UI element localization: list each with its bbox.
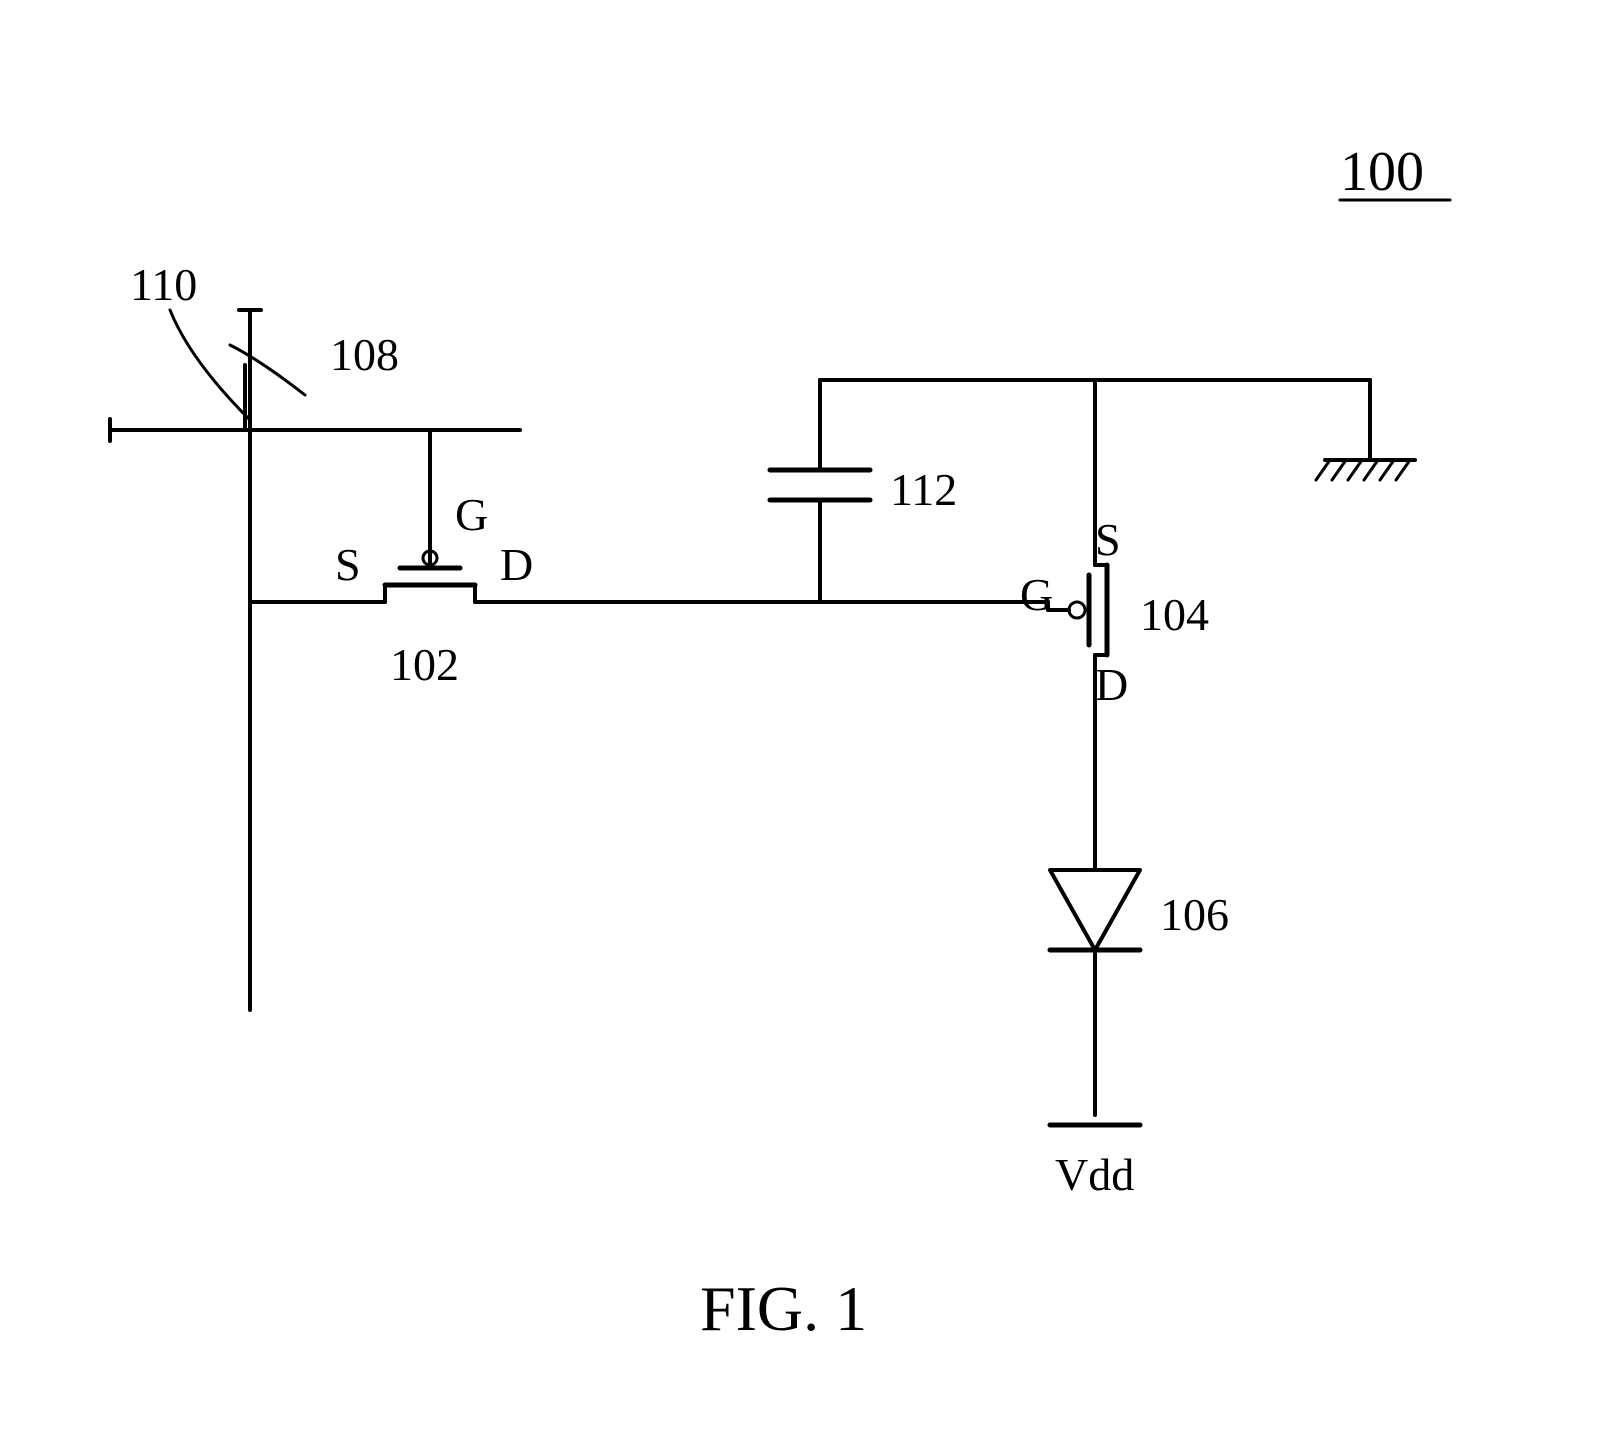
label-104: 104 (1140, 589, 1209, 640)
ground-symbol (1396, 460, 1410, 480)
t2-pin-g: G (1020, 569, 1053, 620)
label-108: 108 (330, 329, 399, 380)
t1-pin-s: S (335, 539, 361, 590)
diode-triangle (1050, 870, 1140, 950)
label-102: 102 (390, 639, 459, 690)
vdd-label: Vdd (1055, 1149, 1134, 1200)
label-106: 106 (1160, 889, 1229, 940)
t2-pin-d: D (1095, 659, 1128, 710)
figure-caption: FIG. 1 (700, 1273, 867, 1344)
label-112: 112 (890, 464, 957, 515)
t2-pmos-bubble (1069, 602, 1085, 618)
circuit-figure: 100110108SDG102112SDG104106VddFIG. 1 (0, 0, 1623, 1441)
t2-pin-s: S (1095, 514, 1121, 565)
label-110: 110 (130, 259, 197, 310)
t1-pin-g: G (455, 489, 488, 540)
leader-110 (170, 310, 250, 420)
figure-ref-numeral: 100 (1340, 141, 1424, 203)
t1-pin-d: D (500, 539, 533, 590)
leader-108 (230, 345, 305, 395)
schematic-svg: 100110108SDG102112SDG104106VddFIG. 1 (0, 0, 1623, 1441)
